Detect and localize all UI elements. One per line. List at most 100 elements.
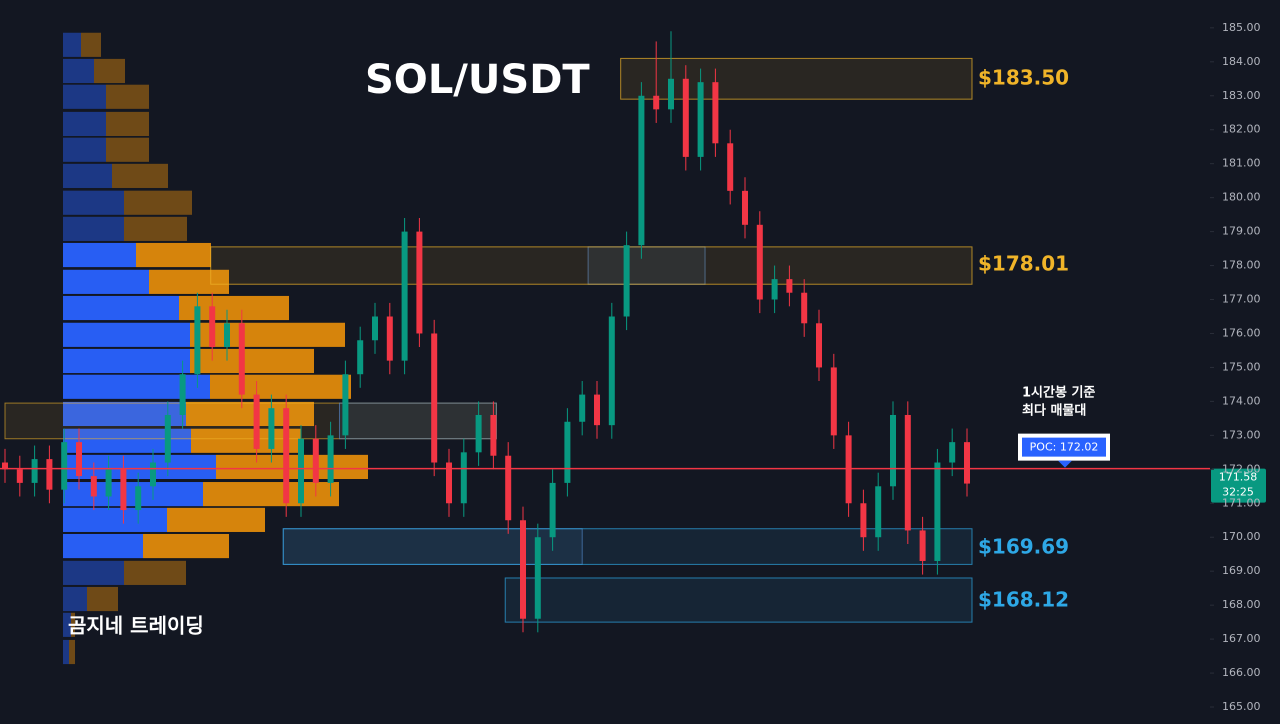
y-tick-label: 170.00	[1222, 530, 1261, 543]
candle-body	[875, 486, 882, 538]
overlay: $183.50 $178.01 $169.69 $168.12 POC: 172.02 1…	[0, 65, 1266, 612]
level-box	[210, 246, 973, 285]
candle-body	[742, 190, 748, 225]
profile-sell	[94, 58, 125, 84]
y-tick-label: 185.00	[1222, 21, 1261, 34]
profile-buy	[63, 295, 179, 321]
candle-body	[416, 231, 423, 334]
candle-body	[668, 78, 674, 110]
candle-body	[712, 82, 719, 144]
candle-body	[46, 459, 53, 490]
y-tick-label: 176.00	[1222, 326, 1261, 339]
profile-buy	[63, 639, 69, 665]
profile-sell	[124, 190, 192, 215]
profile-sell	[167, 507, 265, 532]
candle-body	[816, 323, 822, 368]
y-tick-label: 171.00	[1222, 496, 1261, 509]
y-tick-label: 184.00	[1222, 55, 1261, 68]
y-tick-label: 166.00	[1222, 666, 1261, 679]
candle-body	[179, 374, 186, 415]
candle-body	[31, 459, 38, 483]
level-label: $168.12	[978, 588, 1069, 612]
candle-body	[682, 78, 689, 157]
candle-body	[904, 414, 911, 531]
candle-body	[919, 530, 926, 561]
candle-body	[949, 442, 956, 463]
volume-profile	[63, 32, 368, 665]
candle-body	[76, 442, 82, 477]
profile-sell	[106, 137, 149, 162]
price-tag	[1211, 468, 1266, 503]
candle-body	[786, 279, 793, 293]
candle-body	[312, 438, 319, 483]
y-tick-label: 181.00	[1222, 157, 1261, 170]
profile-sell	[106, 111, 149, 137]
y-tick-label: 175.00	[1222, 360, 1261, 373]
profile-buy	[63, 269, 149, 294]
candle-body	[164, 414, 171, 463]
candle-body	[446, 462, 452, 504]
zone-box	[4, 402, 497, 440]
candle-body	[61, 442, 68, 490]
profile-buy	[63, 163, 112, 188]
candle-body	[964, 442, 970, 484]
zone-box	[282, 528, 583, 565]
profile-sell	[191, 428, 301, 453]
candle-body	[372, 316, 378, 341]
candle-body	[890, 414, 896, 487]
profile-sell	[190, 322, 345, 347]
candles	[2, 31, 970, 633]
candle-body	[209, 306, 216, 348]
y-tick-label: 172.00	[1222, 462, 1261, 475]
y-tick-label: 180.00	[1222, 191, 1261, 204]
profile-buy	[63, 612, 71, 637]
y-tick-label: 177.00	[1222, 293, 1261, 306]
y-tick-label: 183.00	[1222, 89, 1261, 102]
candle-body	[549, 482, 556, 538]
profile-buy	[63, 32, 81, 57]
profile-buy	[63, 586, 87, 612]
profile-sell	[143, 533, 229, 559]
profile-sell	[112, 163, 168, 188]
candle-body	[638, 95, 645, 246]
profile-buy	[63, 242, 136, 268]
y-tick-label: 182.00	[1222, 123, 1261, 136]
profile-sell	[81, 32, 101, 57]
y-tick-label: 174.00	[1222, 394, 1261, 407]
poc-badge	[1022, 437, 1106, 457]
level-box	[282, 528, 973, 565]
candle-body	[135, 486, 142, 511]
annotation: 최다 매물대	[1022, 403, 1086, 419]
candle-body	[105, 469, 112, 497]
candle-body	[934, 462, 941, 561]
profile-buy	[63, 190, 124, 215]
y-tick-label: 168.00	[1222, 598, 1261, 611]
candle-body	[431, 333, 438, 463]
profile-buy	[63, 216, 124, 241]
profile-buy	[63, 560, 124, 585]
candle-body	[608, 316, 615, 426]
poc-pointer	[1058, 460, 1072, 468]
profile-buy	[63, 58, 94, 84]
y-tick-label: 178.00	[1222, 259, 1261, 272]
candle-body	[2, 462, 8, 470]
y-tick-label: 167.00	[1222, 632, 1261, 645]
level-box	[504, 577, 973, 623]
profile-buy	[63, 322, 190, 347]
candle-body	[505, 455, 512, 521]
profile-buy	[63, 348, 190, 374]
candle-body	[771, 279, 778, 300]
candle-body	[623, 245, 630, 317]
candle-body	[534, 537, 541, 619]
profile-sell	[106, 84, 149, 109]
candle-body	[401, 231, 408, 361]
candle-body	[564, 421, 571, 483]
annotation: 1시간봉 기준	[1022, 385, 1095, 401]
profile-sell	[124, 216, 187, 241]
candle-body	[357, 340, 364, 375]
profile-sell	[186, 401, 314, 427]
candle-body	[16, 469, 23, 483]
candle-body	[801, 292, 808, 324]
candle-body	[268, 408, 275, 449]
